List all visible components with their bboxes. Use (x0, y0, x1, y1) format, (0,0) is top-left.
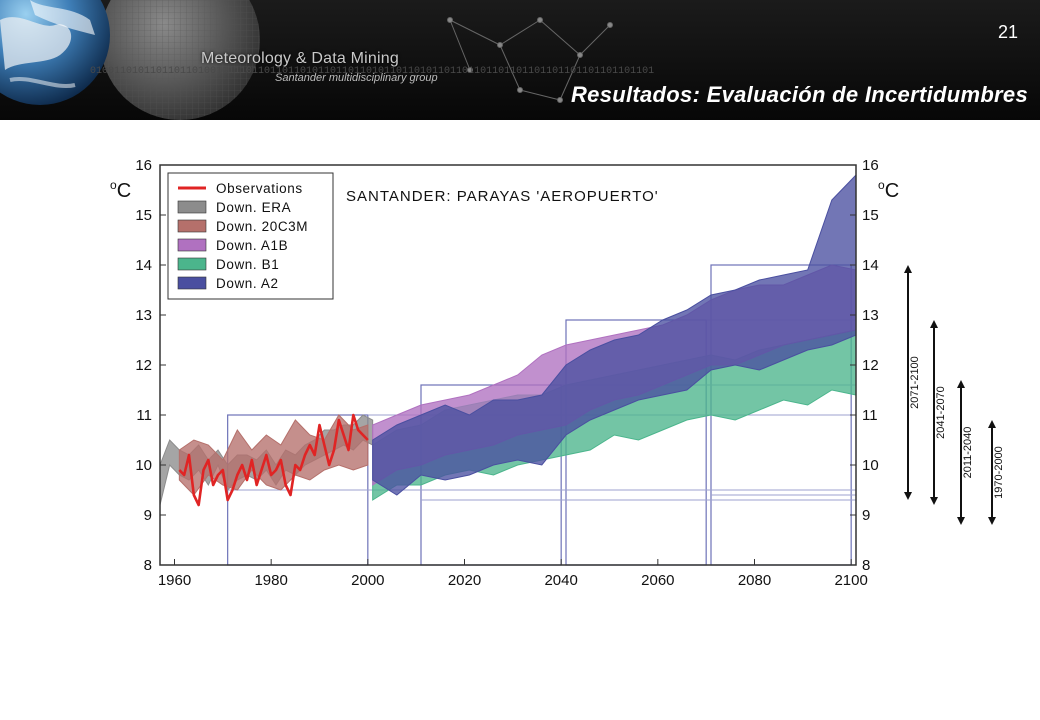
legend-label: Observations (216, 181, 303, 196)
legend-label: Down. ERA (216, 200, 291, 215)
y-unit-right: oC (878, 178, 899, 202)
y-tick-label-right-16: 16 (862, 157, 879, 174)
legend-swatch-down-a1b (177, 238, 207, 252)
arrow-head-down-2041-2070 (930, 497, 938, 505)
globe-grid-icon (100, 0, 260, 120)
arrow-label-1970-2000: 1970-2000 (993, 446, 1005, 499)
arrow-head-down-2071-2100 (904, 492, 912, 500)
observations-line (178, 413, 369, 507)
arrow-label-2041-2070: 2041-2070 (935, 386, 947, 439)
y-tick-label-left-9: 9 (144, 507, 152, 524)
y-tick-label-right-10: 10 (862, 457, 879, 474)
y-tick-label-left-14: 14 (135, 257, 152, 274)
y-tick-label-right-8: 8 (862, 557, 870, 574)
arrow-head-up-2071-2100 (904, 265, 912, 273)
arrow-label-2011-2040: 2011-2040 (962, 427, 974, 479)
legend-label: Down. B1 (216, 257, 279, 272)
header-banner: 0100110101101101101001011101101101101011… (0, 0, 1040, 120)
banner-graphics: 0100110101101101101001011101101101101011… (0, 0, 654, 120)
axis-units: oC oC (110, 178, 899, 202)
arrow-head-down-1970-2000 (988, 517, 996, 525)
page-number: 21 (997, 22, 1018, 42)
x-tick-label-1980: 1980 (254, 572, 287, 589)
network-graph-icon (447, 17, 613, 103)
arrow-head-up-2041-2070 (930, 320, 938, 328)
y-tick-label-right-14: 14 (862, 257, 879, 274)
slide-title: Resultados: Evaluación de Incertidumbres (570, 82, 1028, 107)
legend-swatch-down-era (177, 200, 207, 214)
arrow-head-down-2011-2040 (957, 517, 965, 525)
y-tick-label-left-16: 16 (135, 157, 152, 174)
legend: Observations Down. ERA Down. 20C3M Down. A1… (167, 172, 334, 300)
chart-title: SANTANDER: PARAYAS 'AEROPUERTO' (346, 188, 659, 205)
y-tick-label-left-8: 8 (144, 557, 152, 574)
binary-strip: 0100110101101101101001011101101101101011… (90, 66, 654, 77)
y-tick-label-right-11: 11 (862, 407, 878, 424)
x-tick-label-2060: 2060 (641, 572, 674, 589)
y-tick-label-left-12: 12 (135, 357, 152, 374)
legend-label: Down. A1B (216, 238, 288, 253)
y-tick-label-left-15: 15 (135, 207, 152, 224)
y-tick-label-left-13: 13 (135, 307, 152, 324)
x-tick-label-2100: 2100 (834, 572, 867, 589)
brand-subtitle: Santander multidisciplinary group (275, 72, 438, 84)
period-arrows: 2071-2100 2041-2070 2011-2040 1970-2000 (904, 265, 1005, 525)
x-tick-label-2080: 2080 (738, 572, 771, 589)
legend-swatch-down-20c3m (177, 219, 207, 233)
arrow-head-up-2011-2040 (957, 380, 965, 388)
legend-swatch-down-b1 (177, 257, 207, 271)
legend-label: Down. 20C3M (216, 219, 308, 234)
x-tick-label-1960: 1960 (158, 572, 191, 589)
y-tick-label-left-10: 10 (135, 457, 152, 474)
y-unit-left: oC (110, 178, 131, 202)
y-tick-label-right-13: 13 (862, 307, 879, 324)
observations-line-group (178, 413, 369, 507)
arrow-head-up-1970-2000 (988, 420, 996, 428)
brand-name: Meteorology & Data Mining (201, 50, 399, 67)
legend-swatch-down-a2 (177, 276, 207, 290)
y-tick-label-right-12: 12 (862, 357, 879, 374)
y-tick-label-right-9: 9 (862, 507, 870, 524)
x-tick-label-2020: 2020 (448, 572, 481, 589)
legend-label: Down. A2 (216, 276, 279, 291)
arrow-label-2071-2100: 2071-2100 (909, 356, 921, 409)
x-tick-label-2000: 2000 (351, 572, 384, 589)
y-tick-label-left-11: 11 (136, 407, 152, 424)
earth-icon (0, 0, 110, 105)
y-tick-label-right-15: 15 (862, 207, 879, 224)
x-tick-label-2040: 2040 (544, 572, 577, 589)
